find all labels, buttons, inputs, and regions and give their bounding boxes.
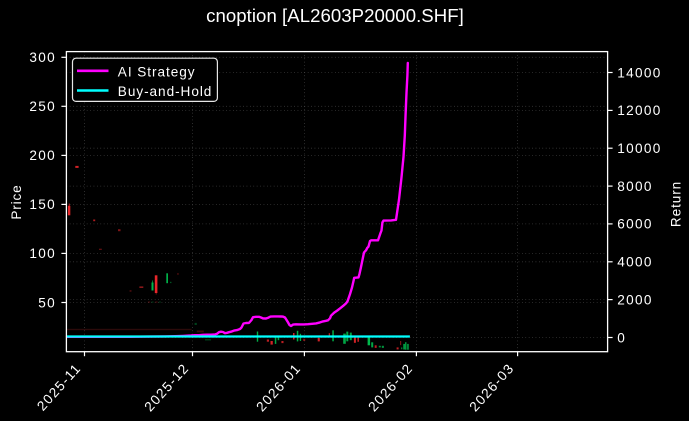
svg-text:250: 250 xyxy=(29,99,56,114)
svg-text:8000: 8000 xyxy=(617,179,652,194)
svg-text:0: 0 xyxy=(617,330,626,345)
svg-text:200: 200 xyxy=(29,148,56,163)
svg-text:100: 100 xyxy=(29,246,56,261)
svg-text:300: 300 xyxy=(29,50,56,65)
svg-text:Buy-and-Hold: Buy-and-Hold xyxy=(118,84,213,99)
svg-text:14000: 14000 xyxy=(617,65,661,80)
svg-text:6000: 6000 xyxy=(617,217,652,232)
svg-text:12000: 12000 xyxy=(617,103,661,118)
svg-text:Return: Return xyxy=(669,181,684,227)
svg-text:150: 150 xyxy=(29,197,56,212)
svg-text:4000: 4000 xyxy=(617,255,652,270)
svg-text:Price: Price xyxy=(9,184,24,219)
svg-text:50: 50 xyxy=(38,295,56,310)
svg-text:cnoption [AL2603P20000.SHF]: cnoption [AL2603P20000.SHF] xyxy=(206,5,464,26)
svg-text:10000: 10000 xyxy=(617,141,661,156)
svg-text:2000: 2000 xyxy=(617,292,652,307)
svg-text:AI Strategy: AI Strategy xyxy=(118,64,196,79)
